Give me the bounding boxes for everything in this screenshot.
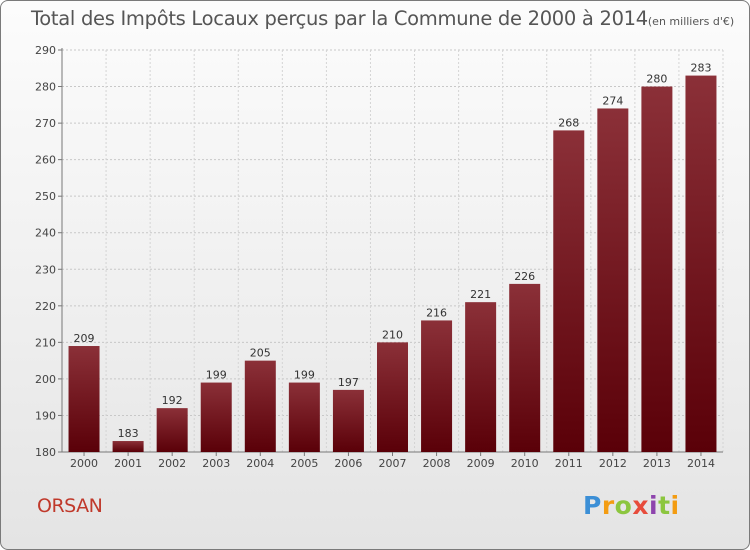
bars bbox=[68, 75, 717, 453]
y-tick-label: 290 bbox=[35, 44, 56, 57]
x-tick-label: 2007 bbox=[379, 457, 407, 470]
x-tick-label: 2004 bbox=[246, 457, 274, 470]
x-tick-label: 2009 bbox=[467, 457, 495, 470]
y-tick-label: 260 bbox=[35, 154, 56, 167]
chart-title: Total des Impôts Locaux perçus par la Co… bbox=[31, 7, 734, 30]
grid bbox=[61, 49, 724, 453]
y-tick-label: 190 bbox=[35, 409, 56, 422]
x-tick-label: 2001 bbox=[114, 457, 142, 470]
y-tick-label: 220 bbox=[35, 300, 56, 313]
axes: 180 190 200 210 220 230 240 250 260 270 280 290 2000… bbox=[35, 44, 723, 470]
bar-2009 bbox=[465, 302, 497, 452]
value-label: 199 bbox=[206, 369, 227, 382]
x-tick-label: 2010 bbox=[511, 457, 539, 470]
y-tick-label: 240 bbox=[35, 227, 56, 240]
value-label: 221 bbox=[470, 288, 491, 301]
y-tick-label: 230 bbox=[35, 263, 56, 276]
bar-2012 bbox=[597, 108, 629, 453]
x-tick-label: 2011 bbox=[555, 457, 583, 470]
x-tick-label: 2003 bbox=[202, 457, 230, 470]
value-label: 205 bbox=[250, 347, 271, 360]
commune-name: ORSAN bbox=[37, 495, 103, 517]
x-tick-label: 2005 bbox=[290, 457, 318, 470]
x-tick-label: 2013 bbox=[643, 457, 671, 470]
bar-2013 bbox=[641, 86, 673, 452]
value-label: 199 bbox=[294, 369, 315, 382]
value-label: 283 bbox=[690, 62, 711, 75]
value-label: 192 bbox=[162, 394, 183, 407]
y-tick-label: 280 bbox=[35, 81, 56, 94]
y-tick-label: 250 bbox=[35, 190, 56, 203]
bar-2010 bbox=[509, 283, 541, 452]
bar-2006 bbox=[332, 389, 364, 452]
x-tick-label: 2006 bbox=[334, 457, 362, 470]
value-labels: 209 183 192 199 205 199 197 210 216 221 226 268 274 2… bbox=[74, 62, 712, 440]
bar-2007 bbox=[377, 342, 408, 452]
y-tick-label: 210 bbox=[35, 336, 56, 349]
bar-2011 bbox=[553, 130, 585, 452]
proxiti-logo: Proxiti bbox=[583, 491, 680, 520]
y-tick-label: 180 bbox=[35, 446, 56, 459]
x-tick-label: 2014 bbox=[687, 457, 715, 470]
bar-2003 bbox=[200, 382, 232, 452]
x-tick-label: 2002 bbox=[158, 457, 186, 470]
title-text: Total des Impôts Locaux perçus par la Co… bbox=[31, 7, 648, 30]
y-tick-label: 270 bbox=[35, 117, 56, 130]
value-label: 226 bbox=[514, 270, 535, 283]
value-label: 183 bbox=[118, 427, 139, 440]
y-tick-label: 200 bbox=[35, 373, 56, 386]
value-label: 280 bbox=[646, 73, 667, 86]
value-label: 216 bbox=[426, 306, 447, 319]
x-tick-label: 2008 bbox=[423, 457, 451, 470]
value-label: 209 bbox=[74, 332, 95, 345]
bar-2000 bbox=[68, 346, 100, 452]
value-label: 210 bbox=[382, 328, 403, 341]
bar-2002 bbox=[156, 408, 188, 452]
x-tick-label: 2000 bbox=[70, 457, 98, 470]
bar-2005 bbox=[288, 382, 320, 452]
value-label: 197 bbox=[338, 376, 359, 389]
value-label: 274 bbox=[602, 94, 623, 107]
bar-2004 bbox=[244, 360, 276, 452]
unit-note: (en milliers d'€) bbox=[647, 15, 735, 28]
x-tick-label: 2012 bbox=[599, 457, 627, 470]
value-label: 268 bbox=[558, 116, 579, 129]
bar-2008 bbox=[421, 320, 453, 452]
bar-2014 bbox=[685, 75, 717, 452]
bar-2001 bbox=[112, 441, 144, 452]
